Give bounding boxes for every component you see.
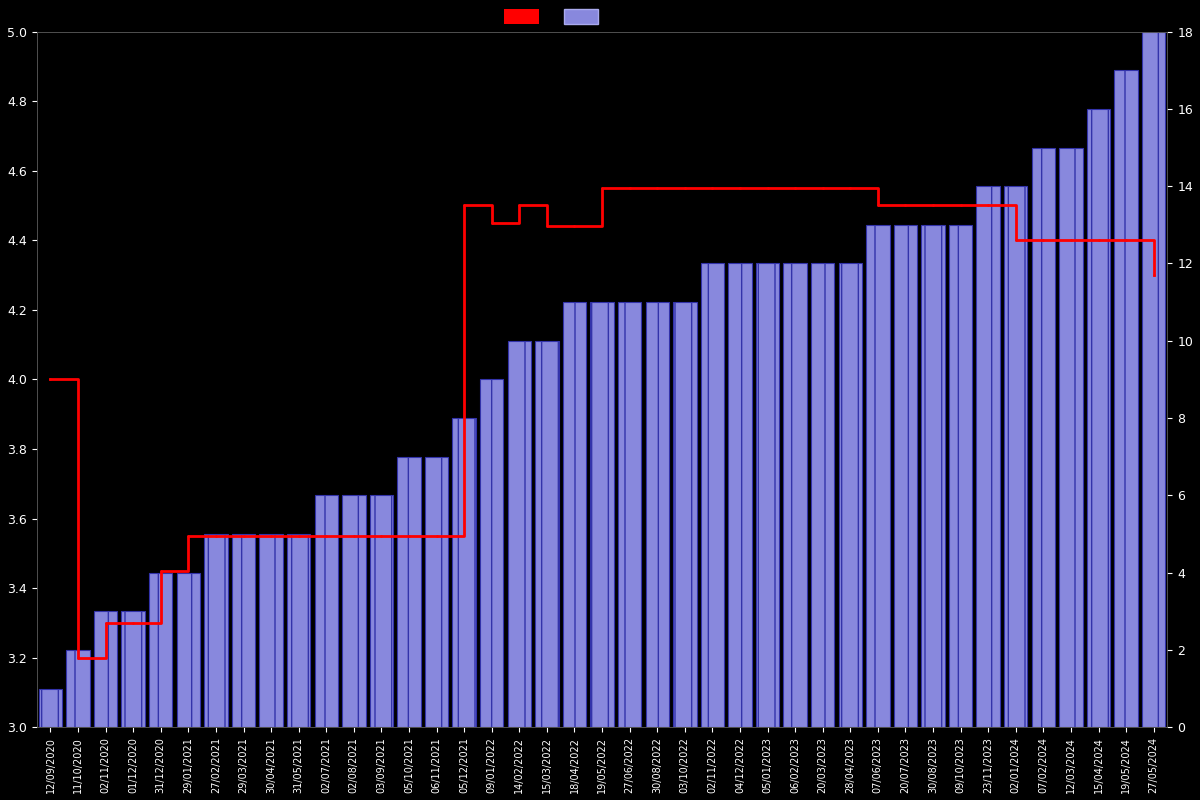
Bar <box>701 263 724 727</box>
Bar <box>1142 31 1165 727</box>
Bar <box>1060 147 1082 727</box>
Bar <box>342 495 366 727</box>
Bar <box>425 457 449 727</box>
Bar <box>756 263 779 727</box>
Bar <box>314 495 338 727</box>
Bar <box>811 263 834 727</box>
Bar <box>66 650 90 727</box>
Bar <box>1115 70 1138 727</box>
Bar <box>922 225 944 727</box>
Bar <box>1032 147 1055 727</box>
Bar <box>1087 109 1110 727</box>
Bar <box>370 495 394 727</box>
Bar <box>94 611 118 727</box>
Bar <box>563 302 587 727</box>
Bar <box>590 302 613 727</box>
Bar <box>839 263 862 727</box>
Bar <box>618 302 641 727</box>
Bar <box>508 341 532 727</box>
Bar <box>535 341 559 727</box>
Bar <box>784 263 806 727</box>
Bar <box>646 302 668 727</box>
Bar <box>452 418 476 727</box>
Bar <box>38 689 62 727</box>
Bar <box>149 573 173 727</box>
Legend: , : , <box>498 4 616 30</box>
Bar <box>894 225 917 727</box>
Bar <box>480 379 504 727</box>
Bar <box>176 573 200 727</box>
Bar <box>866 225 889 727</box>
Bar <box>673 302 696 727</box>
Bar <box>397 457 421 727</box>
Bar <box>259 534 283 727</box>
Bar <box>121 611 145 727</box>
Bar <box>949 225 972 727</box>
Bar <box>232 534 256 727</box>
Bar <box>1004 186 1027 727</box>
Bar <box>728 263 751 727</box>
Bar <box>287 534 311 727</box>
Bar <box>977 186 1000 727</box>
Bar <box>204 534 228 727</box>
